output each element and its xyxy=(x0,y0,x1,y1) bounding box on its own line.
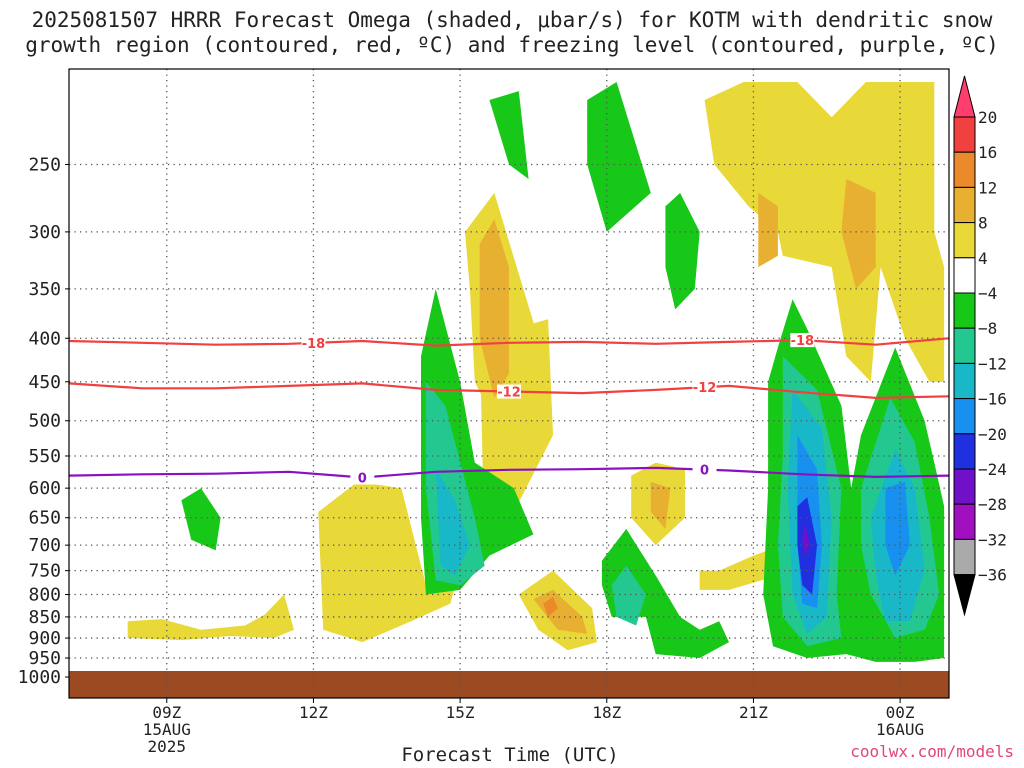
ground-surface xyxy=(69,671,949,698)
colorbar-swatch-3 xyxy=(953,186,976,224)
colorbar-swatch-12 xyxy=(953,503,976,540)
colorbar-label-12: −32 xyxy=(978,530,1007,549)
colorbar-swatch-10 xyxy=(953,433,976,470)
colorbar-swatch-8 xyxy=(953,362,976,400)
omega-region--4-14 xyxy=(489,91,529,179)
colorbar-swatch-7 xyxy=(953,327,976,364)
contour-label-0-0: 0 xyxy=(358,472,367,487)
omega-region--8-21 xyxy=(611,565,646,626)
y-tick-label-650: 650 xyxy=(28,508,61,529)
x-tick-label-18Z-0: 18Z xyxy=(592,703,621,722)
plot-frame xyxy=(68,68,950,699)
y-tick-label-250: 250 xyxy=(28,154,61,175)
omega-region--4-18 xyxy=(601,528,729,658)
y-tick-label-850: 850 xyxy=(28,607,61,628)
colorbar: 20 16 12 8 4 −4 −8 −12 −16 −20 −24 −28 −32 −36 xyxy=(953,75,1007,617)
colorbar-label-13: −36 xyxy=(978,566,1007,585)
colorbar-label-0: 20 xyxy=(978,108,997,127)
y-tick-label-1000: 1000 xyxy=(18,667,61,688)
contour-label--12-0: -12 xyxy=(497,386,521,401)
colorbar-label-3: 8 xyxy=(978,214,988,233)
y-tick-label-500: 500 xyxy=(28,411,61,432)
omega-region--12-24 xyxy=(435,469,470,576)
omega-region--24-30 xyxy=(802,523,810,556)
y-tick-label-450: 450 xyxy=(28,372,61,393)
omega-region-8-9 xyxy=(650,481,671,529)
x-tick-label-09Z-0: 09Z xyxy=(152,703,181,722)
x-axis-title: Forecast Time (UTC) xyxy=(401,744,619,766)
y-tick-label-750: 750 xyxy=(28,561,61,582)
omega-region-12-12 xyxy=(543,596,558,617)
colorbar-label-9: −20 xyxy=(978,425,1007,444)
colorbar-top-arrow xyxy=(953,75,976,118)
x-tick-label-12Z-0: 12Z xyxy=(299,703,328,722)
x-tick-label-21Z-0: 21Z xyxy=(739,703,768,722)
y-tick-label-550: 550 xyxy=(28,446,61,467)
omega-region--4-16 xyxy=(665,192,700,310)
y-tick-label-800: 800 xyxy=(28,585,61,606)
x-tick-label-00Z-1: 16AUG xyxy=(876,720,924,739)
colorbar-label-5: −4 xyxy=(978,284,997,303)
y-tick-label-700: 700 xyxy=(28,535,61,556)
contour-label--18-0: -18 xyxy=(302,337,326,352)
colorbar-label-8: −16 xyxy=(978,390,1007,409)
colorbar-bottom-arrow xyxy=(953,574,976,617)
colorbar-label-6: −8 xyxy=(978,319,997,338)
grid-lines xyxy=(69,69,949,698)
omega-region-8-11 xyxy=(841,179,876,289)
x-tick-label-00Z-0: 00Z xyxy=(886,703,915,722)
x-tick-label-09Z-2: 2025 xyxy=(148,737,187,756)
y-tick-label-900: 900 xyxy=(28,628,61,649)
x-tick-label-09Z-1: 15AUG xyxy=(143,720,191,739)
y-tick-label-950: 950 xyxy=(28,648,61,669)
contour-line-0 xyxy=(69,466,949,479)
colorbar-label-11: −28 xyxy=(978,495,1007,514)
contour-label--18-1: -18 xyxy=(791,334,815,349)
colorbar-swatch-2 xyxy=(953,151,976,188)
omega-region-4-5 xyxy=(127,594,294,641)
colorbar-swatch-9 xyxy=(953,398,976,435)
omega-region-8-7 xyxy=(479,219,509,398)
colorbar-swatch-5 xyxy=(953,257,976,294)
x-tick-label-15Z-0: 15Z xyxy=(446,703,475,722)
colorbar-swatch-11 xyxy=(953,468,976,505)
omega-region--16-28 xyxy=(885,481,910,576)
colorbar-swatch-6 xyxy=(953,292,976,329)
colorbar-label-10: −24 xyxy=(978,460,1007,479)
y-tick-label-300: 300 xyxy=(28,222,61,243)
colorbar-label-4: 4 xyxy=(978,249,988,268)
y-tick-label-600: 600 xyxy=(28,478,61,499)
y-axis: 2503003504004505005506006507007508008509… xyxy=(18,154,69,688)
contour-label-0-1: 0 xyxy=(700,464,709,479)
colorbar-label-2: 12 xyxy=(978,178,997,197)
omega-region-8-10 xyxy=(758,192,778,268)
chart-title-line1: 2025081507 HRRR Forecast Omega (shaded, … xyxy=(31,8,993,32)
contours: -18 -18 -12 -12 0 0 xyxy=(69,333,949,487)
omega-shading xyxy=(127,82,945,662)
colorbar-label-1: 16 xyxy=(978,143,997,162)
colorbar-label-7: −12 xyxy=(978,354,1007,373)
contour-label--12-1: -12 xyxy=(693,381,717,396)
colorbar-swatch-13 xyxy=(953,538,976,576)
y-tick-label-350: 350 xyxy=(28,279,61,300)
colorbar-swatch-4 xyxy=(953,222,976,259)
colorbar-swatch-1 xyxy=(953,116,976,153)
omega-region-4-4 xyxy=(699,545,783,590)
y-tick-label-400: 400 xyxy=(28,328,61,349)
omega-region--4-15 xyxy=(587,82,651,232)
omega-region--4-17 xyxy=(181,488,221,551)
omega-region-4-6 xyxy=(704,82,945,382)
omega-region-8-8 xyxy=(533,589,588,634)
chart-title-line2: growth region (contoured, red, ºC) and f… xyxy=(25,33,999,57)
source-credit: coolwx.com/models xyxy=(850,742,1014,761)
